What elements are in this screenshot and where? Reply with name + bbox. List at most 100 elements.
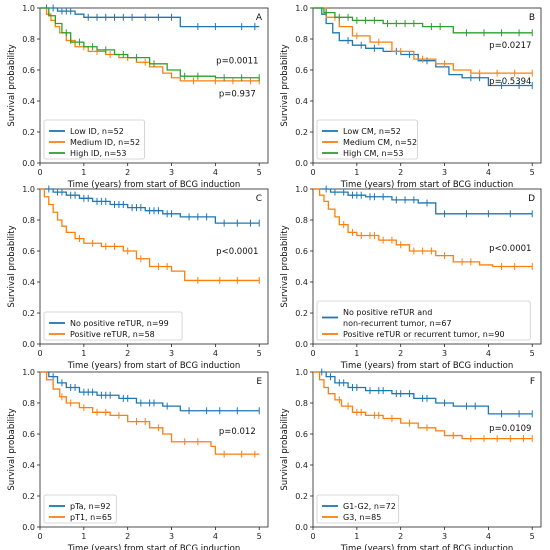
y-tick-label: 0.0 <box>22 340 35 349</box>
survival-curve <box>313 7 533 87</box>
legend: No positive reTUR and non-recurrent tumor… <box>316 300 531 341</box>
y-tick-label: 0.4 <box>295 278 308 287</box>
x-axis-label: Time (years) from start of BCG induction <box>340 544 514 550</box>
x-tick-label: 4 <box>486 532 491 541</box>
y-tick-label: 0.0 <box>22 159 35 168</box>
legend-label: Low ID, n=52 <box>70 127 124 136</box>
y-tick-label: 0.6 <box>22 66 35 75</box>
x-tick-label: 2 <box>398 349 403 358</box>
legend-label: Medium ID, n=52 <box>70 138 140 147</box>
y-tick-label: 1.0 <box>22 185 35 194</box>
x-tick-label: 2 <box>398 168 403 177</box>
x-tick-label: 0 <box>37 168 42 177</box>
series-orange <box>40 188 260 284</box>
y-tick-label: 0.6 <box>22 430 35 439</box>
series-green <box>40 7 260 82</box>
plot-frame <box>312 7 542 164</box>
x-tick-label: 1 <box>81 532 86 541</box>
x-tick-label: 4 <box>486 349 491 358</box>
legend-box <box>43 119 145 160</box>
y-tick-label: 0.8 <box>22 399 35 408</box>
y-tick-label: 0.8 <box>22 216 35 225</box>
series-orange <box>40 371 260 458</box>
y-tick-label: 1.0 <box>295 368 308 377</box>
y-tick-label: 0.2 <box>295 492 308 501</box>
legend-label: High ID, n=53 <box>70 149 127 158</box>
series-blue <box>313 185 533 218</box>
km-panel-e: 0.0 0.2 0.4 0.6 0.8 1.0 0 1 2 3 4 5 Time (years) fro… <box>7 368 269 550</box>
legend-label: pT1, n=65 <box>70 513 112 522</box>
x-tick-label: 5 <box>257 168 262 177</box>
x-tick-label: 3 <box>169 532 174 541</box>
survival-curve <box>40 7 260 82</box>
km-panel-d: 0.0 0.2 0.4 0.6 0.8 1.0 0 1 2 3 4 5 Time (years) fro… <box>280 185 542 371</box>
series-blue <box>40 4 260 31</box>
p-value-label: p=0.0109 <box>489 424 531 434</box>
legend: No positive reTUR, n=99 Positive reTUR, n… <box>43 311 183 341</box>
survival-curve <box>313 188 533 215</box>
plot-frame <box>39 188 269 345</box>
x-tick-label: 0 <box>310 532 315 541</box>
p-value-label: p=0.5394 <box>489 77 531 87</box>
legend-label: No positive reTUR, n=99 <box>70 319 169 328</box>
legend-box <box>316 494 400 524</box>
y-axis-label: Survival probability <box>7 225 17 307</box>
x-axis-label: Time (years) from start of BCG induction <box>67 544 241 550</box>
p-value-label: p=0.937 <box>219 89 256 99</box>
x-tick-label: 1 <box>354 532 359 541</box>
legend-box <box>316 300 531 341</box>
legend-box <box>316 119 418 160</box>
y-tick-label: 0.4 <box>22 97 35 106</box>
y-tick-label: 0.6 <box>22 247 35 256</box>
y-tick-label: 0.6 <box>295 66 308 75</box>
legend-label: High CM, n=53 <box>343 149 403 158</box>
survival-curve <box>40 371 260 412</box>
p-value-label: p=0.0011 <box>216 57 258 67</box>
y-tick-label: 0.0 <box>295 340 308 349</box>
x-axis-label: Time (years) from start of BCG induction <box>340 361 514 371</box>
x-tick-label: 5 <box>257 532 262 541</box>
km-panel-c: 0.0 0.2 0.4 0.6 0.8 1.0 0 1 2 3 4 5 Time (years) fro… <box>7 185 269 371</box>
x-tick-label: 2 <box>125 532 130 541</box>
x-tick-label: 1 <box>354 168 359 177</box>
y-tick-label: 0.2 <box>295 309 308 318</box>
y-axis-label: Survival probability <box>280 44 290 126</box>
plot-frame <box>312 371 542 528</box>
series-blue <box>40 185 260 227</box>
y-tick-label: 0.2 <box>295 128 308 137</box>
survival-curve <box>40 371 260 455</box>
series-blue <box>313 368 533 418</box>
legend-label: pTa, n=92 <box>70 502 111 511</box>
y-axis-label: Survival probability <box>280 408 290 490</box>
x-axis-label: Time (years) from start of BCG induction <box>67 180 241 190</box>
x-tick-label: 2 <box>125 168 130 177</box>
x-tick-label: 5 <box>257 349 262 358</box>
legend-label: G3, n=85 <box>343 513 381 522</box>
plot-frame <box>39 7 269 164</box>
y-tick-label: 0.2 <box>22 492 35 501</box>
panel-letter: F <box>530 377 535 387</box>
legend: G1-G2, n=72 G3, n=85 <box>316 494 400 524</box>
x-tick-label: 3 <box>442 532 447 541</box>
y-tick-label: 0.4 <box>295 461 308 470</box>
series-orange <box>313 188 533 270</box>
y-tick-label: 0.0 <box>295 159 308 168</box>
x-tick-label: 3 <box>169 168 174 177</box>
legend-label: Medium CM, n=52 <box>343 138 417 147</box>
panel-letter: A <box>256 13 263 23</box>
legend-label: G1-G2, n=72 <box>343 502 396 511</box>
km-panel-f: 0.0 0.2 0.4 0.6 0.8 1.0 0 1 2 3 4 5 Time (years) fro… <box>280 368 542 550</box>
panel-letter: D <box>528 194 535 204</box>
survival-curve <box>313 371 533 415</box>
y-tick-label: 1.0 <box>22 4 35 13</box>
y-tick-label: 0.2 <box>22 128 35 137</box>
km-panel-b: 0.0 0.2 0.4 0.6 0.8 1.0 0 1 2 3 4 5 Time (years) fro… <box>280 4 542 190</box>
y-tick-label: 0.8 <box>295 399 308 408</box>
y-axis-label: Survival probability <box>7 408 17 490</box>
x-axis-label: Time (years) from start of BCG induction <box>67 361 241 371</box>
survival-curve <box>40 188 260 224</box>
y-tick-label: 0.4 <box>22 278 35 287</box>
y-axis-label: Survival probability <box>7 44 17 126</box>
x-tick-label: 5 <box>530 349 535 358</box>
